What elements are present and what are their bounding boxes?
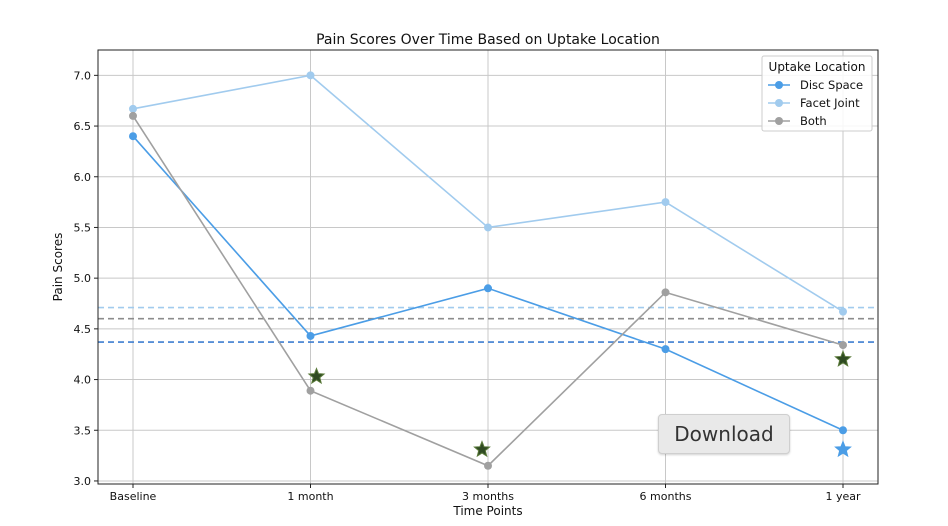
y-tick-label: 7.0: [74, 69, 92, 82]
y-tick-label: 6.0: [74, 171, 92, 184]
x-tick-labels: Baseline 1 month 3 months 6 months 1 year: [110, 484, 861, 503]
data-point: [839, 341, 847, 350]
x-tick-label: Baseline: [110, 490, 157, 503]
data-point: [129, 111, 137, 120]
chart-title: Pain Scores Over Time Based on Uptake Lo…: [316, 32, 660, 48]
legend-box: [761, 55, 873, 132]
data-point: [661, 345, 670, 354]
y-tick-label: 4.0: [74, 374, 92, 387]
series-disc-space: [129, 132, 847, 435]
star-markers: [307, 349, 852, 458]
y-tick-label: 3.5: [74, 424, 92, 437]
star-marker: [834, 440, 852, 458]
data-point: [839, 307, 847, 316]
legend-title: Uptake Location: [769, 60, 866, 74]
mean-reference-lines: [98, 306, 878, 343]
x-tick-label: 3 months: [462, 490, 514, 503]
y-tick-labels: 3.0 3.5 4.0 4.5 5.0 5.5 6.0 6.5 7.0: [74, 69, 98, 488]
data-point: [306, 71, 315, 80]
star-marker: [307, 367, 326, 385]
y-tick-label: 5.5: [74, 221, 92, 234]
y-axis-label: Pain Scores: [51, 233, 65, 302]
download-button[interactable]: Download: [658, 414, 790, 454]
data-point: [306, 386, 315, 395]
legend-marker: [775, 81, 783, 89]
y-tick-label: 3.0: [74, 475, 92, 488]
legend: Uptake Location Disc Space Facet Joint Bot…: [761, 55, 873, 132]
data-point: [484, 284, 492, 293]
x-tick-label: 1 month: [287, 490, 333, 503]
data-point: [484, 461, 492, 470]
grid: [98, 50, 878, 484]
data-point: [661, 288, 670, 297]
y-tick-label: 4.5: [74, 323, 92, 336]
star-marker: [473, 440, 491, 458]
x-axis-label: Time Points: [452, 504, 522, 518]
y-tick-label: 6.5: [74, 120, 92, 133]
legend-entries: Disc Space Facet Joint Both: [768, 78, 863, 128]
data-point: [484, 223, 492, 232]
series-both: [129, 111, 847, 470]
legend-label: Facet Joint: [800, 96, 860, 110]
series-layer: [129, 71, 847, 470]
legend-marker: [775, 99, 783, 107]
legend-label: Both: [800, 114, 827, 128]
series-facet-joint: [129, 71, 847, 316]
legend-label: Disc Space: [800, 78, 863, 92]
x-tick-label: 6 months: [640, 490, 692, 503]
data-point: [306, 331, 315, 340]
data-point: [661, 198, 670, 207]
data-point: [129, 132, 137, 141]
star-marker: [834, 349, 852, 367]
data-point: [129, 104, 137, 113]
y-tick-label: 5.0: [74, 272, 92, 285]
legend-marker: [775, 117, 783, 125]
x-tick-label: 1 year: [825, 490, 861, 503]
data-point: [839, 426, 847, 435]
